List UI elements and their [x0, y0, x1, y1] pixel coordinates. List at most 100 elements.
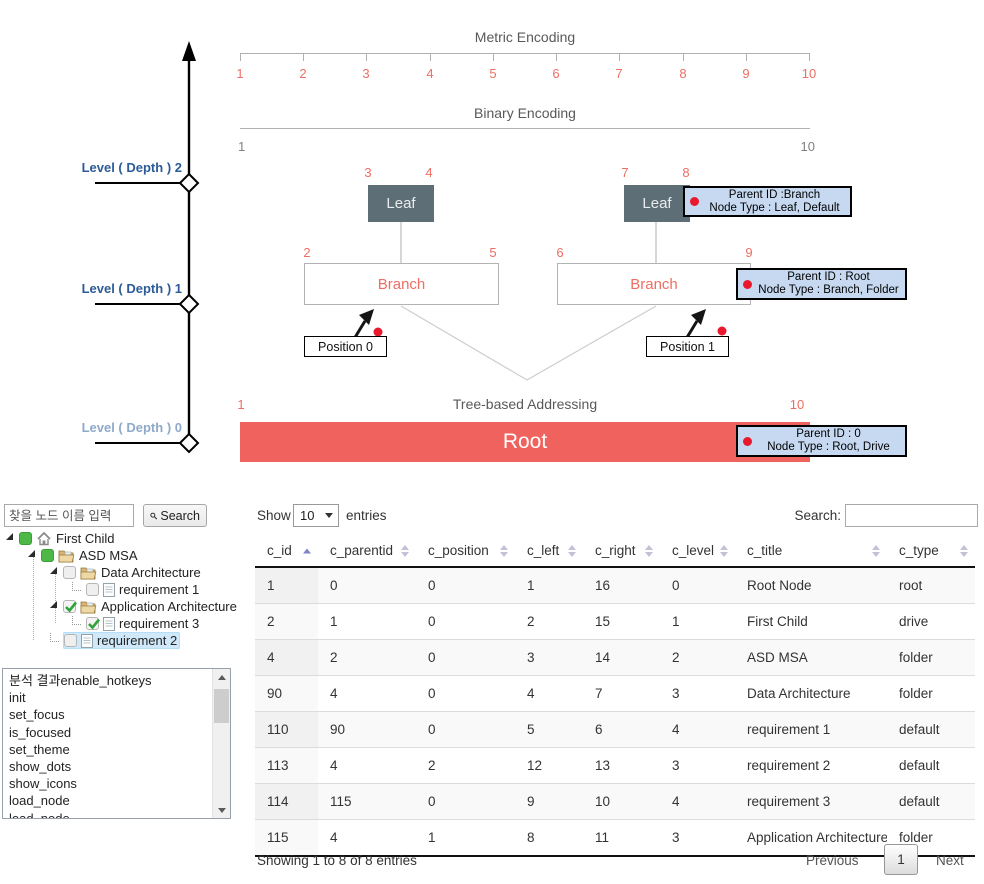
leaf-right-end: 8 [682, 165, 690, 180]
list-item[interactable]: 분석 결과enable_hotkeys [9, 673, 152, 688]
tree-checkbox[interactable] [64, 634, 77, 647]
depth-1-label: Level ( Depth ) 1 [81, 281, 182, 296]
expander-icon[interactable] [6, 533, 13, 540]
tree-node-requirement-2[interactable]: requirement 2 [63, 632, 181, 649]
expander-icon[interactable] [50, 567, 57, 574]
table-row: 2 1 0 2 15 1 First Child drive [255, 603, 975, 640]
metric-tick-label: 7 [615, 66, 623, 81]
leaf-tooltip: Parent ID :Branch Node Type : Leaf, Defa… [683, 186, 852, 217]
file-icon [103, 616, 115, 631]
api-listbox: 분석 결과enable_hotkeys init set_focus is_fo… [2, 668, 231, 819]
tooltip-line: Parent ID : Root [787, 271, 870, 283]
table-row: 1 0 0 1 16 0 Root Node root [255, 567, 975, 604]
expander-icon[interactable] [28, 550, 35, 557]
list-item[interactable]: load_node [9, 810, 70, 819]
list-item[interactable]: show_dots [9, 759, 72, 775]
node-search-input[interactable] [4, 504, 134, 527]
tree-node-label: First Child [56, 531, 115, 546]
table-row: 115 4 1 8 11 3 Application Architecture folder [255, 819, 975, 857]
branch-left-start: 2 [303, 245, 311, 260]
scrollbar[interactable] [212, 669, 230, 818]
red-dot [743, 279, 752, 289]
table-row: 90 4 0 4 7 3 Data Architecture folder [255, 675, 975, 712]
sort-icon [720, 544, 728, 557]
list-item[interactable]: show_icons [9, 776, 77, 792]
metric-tick-label: 9 [742, 66, 750, 81]
tree-guide-line [33, 556, 34, 640]
depth-0-marker [178, 432, 200, 454]
table-row: 114 115 0 9 10 4 requirement 3 default [255, 783, 975, 820]
metric-ruler [240, 53, 810, 62]
leaf-node-left: Leaf [368, 185, 434, 222]
tree-node-requirement-1[interactable]: requirement 1 [85, 581, 202, 598]
column-header-c-title[interactable]: c_title [735, 535, 887, 568]
sort-icon [872, 544, 880, 557]
list-item[interactable]: is_focused [9, 724, 72, 740]
column-header-c-left[interactable]: c_left [515, 535, 583, 568]
column-header-c-right[interactable]: c_right [583, 535, 660, 568]
depth-2-label: Level ( Depth ) 2 [81, 160, 182, 175]
tree-node-asd-msa[interactable]: ASD MSA [40, 547, 141, 564]
branch-left-end: 5 [489, 245, 497, 260]
column-header-c-parentid[interactable]: c_parentid [318, 535, 416, 568]
tree-checkbox[interactable] [63, 600, 78, 613]
tree-checkbox[interactable] [19, 532, 32, 545]
home-icon [36, 531, 52, 546]
tree-connector [50, 633, 59, 642]
file-icon [103, 582, 115, 597]
tree-node-first-child[interactable]: First Child [18, 530, 118, 547]
branch-right-start: 6 [556, 245, 564, 260]
root-tooltip: Parent ID : 0 Node Type : Root, Drive [736, 425, 907, 457]
red-dot [717, 326, 727, 336]
list-item[interactable]: load_node [9, 793, 70, 809]
binary-start-label: 1 [238, 139, 246, 154]
tree-node-requirement-3[interactable]: requirement 3 [85, 615, 202, 632]
expander-icon[interactable] [50, 601, 57, 608]
metric-tick-label: 4 [426, 66, 434, 81]
table-row: 113 4 2 12 13 3 requirement 2 default [255, 747, 975, 784]
pagination-previous[interactable]: Previous [806, 853, 859, 868]
binary-end-label: 10 [800, 139, 815, 154]
position-1-label: Position 1 [646, 336, 729, 357]
scrollbar-thumb[interactable] [214, 689, 229, 723]
tree-checkbox[interactable] [41, 549, 54, 562]
list-item[interactable]: init [9, 690, 26, 706]
tree-checkbox[interactable] [86, 617, 101, 630]
tree-connector [72, 582, 81, 591]
column-header-c-type[interactable]: c_type [887, 535, 975, 568]
column-header-c-id[interactable]: c_id [255, 535, 318, 568]
sort-icon [960, 544, 968, 557]
table-row: 4 2 0 3 14 2 ASD MSA folder [255, 639, 975, 676]
tree-node-application-architecture[interactable]: Application Architecture [62, 598, 240, 615]
node-search-button[interactable]: Search [143, 504, 207, 527]
table-search-input[interactable] [845, 504, 978, 527]
tree-node-label: ASD MSA [79, 548, 138, 563]
red-dot [690, 197, 699, 206]
column-header-c-level[interactable]: c_level [660, 535, 735, 568]
branch-node-right: Branch [557, 263, 751, 305]
pagination-page-1[interactable]: 1 [884, 844, 918, 875]
leaf-node-right: Leaf [624, 185, 690, 222]
folder-icon [80, 566, 97, 580]
page-size-select[interactable]: 10 [293, 504, 339, 527]
red-dot [743, 436, 752, 446]
tree-addressing-title: Tree-based Addressing [452, 396, 598, 412]
folder-icon [80, 600, 97, 614]
pagination-next[interactable]: Next [936, 853, 964, 868]
depth-axis [95, 41, 200, 454]
branch-node-left: Branch [304, 263, 499, 305]
scroll-up-icon[interactable] [213, 669, 230, 685]
tooltip-line: Node Type : Branch, Folder [758, 284, 899, 296]
scroll-down-icon[interactable] [213, 802, 230, 818]
tree-checkbox[interactable] [63, 566, 76, 579]
list-item[interactable]: set_theme [9, 741, 70, 757]
tree-node-data-architecture[interactable]: Data Architecture [62, 564, 204, 581]
root-end-label: 10 [789, 397, 805, 412]
leaf-left-end: 4 [425, 165, 433, 180]
tree-node-label: requirement 1 [119, 582, 200, 597]
list-item[interactable]: set_focus [9, 707, 65, 723]
column-header-c-position[interactable]: c_position [416, 535, 515, 568]
tree-node-label: requirement 3 [119, 616, 200, 631]
metric-tick-label: 8 [679, 66, 687, 81]
tree-checkbox[interactable] [86, 583, 99, 596]
